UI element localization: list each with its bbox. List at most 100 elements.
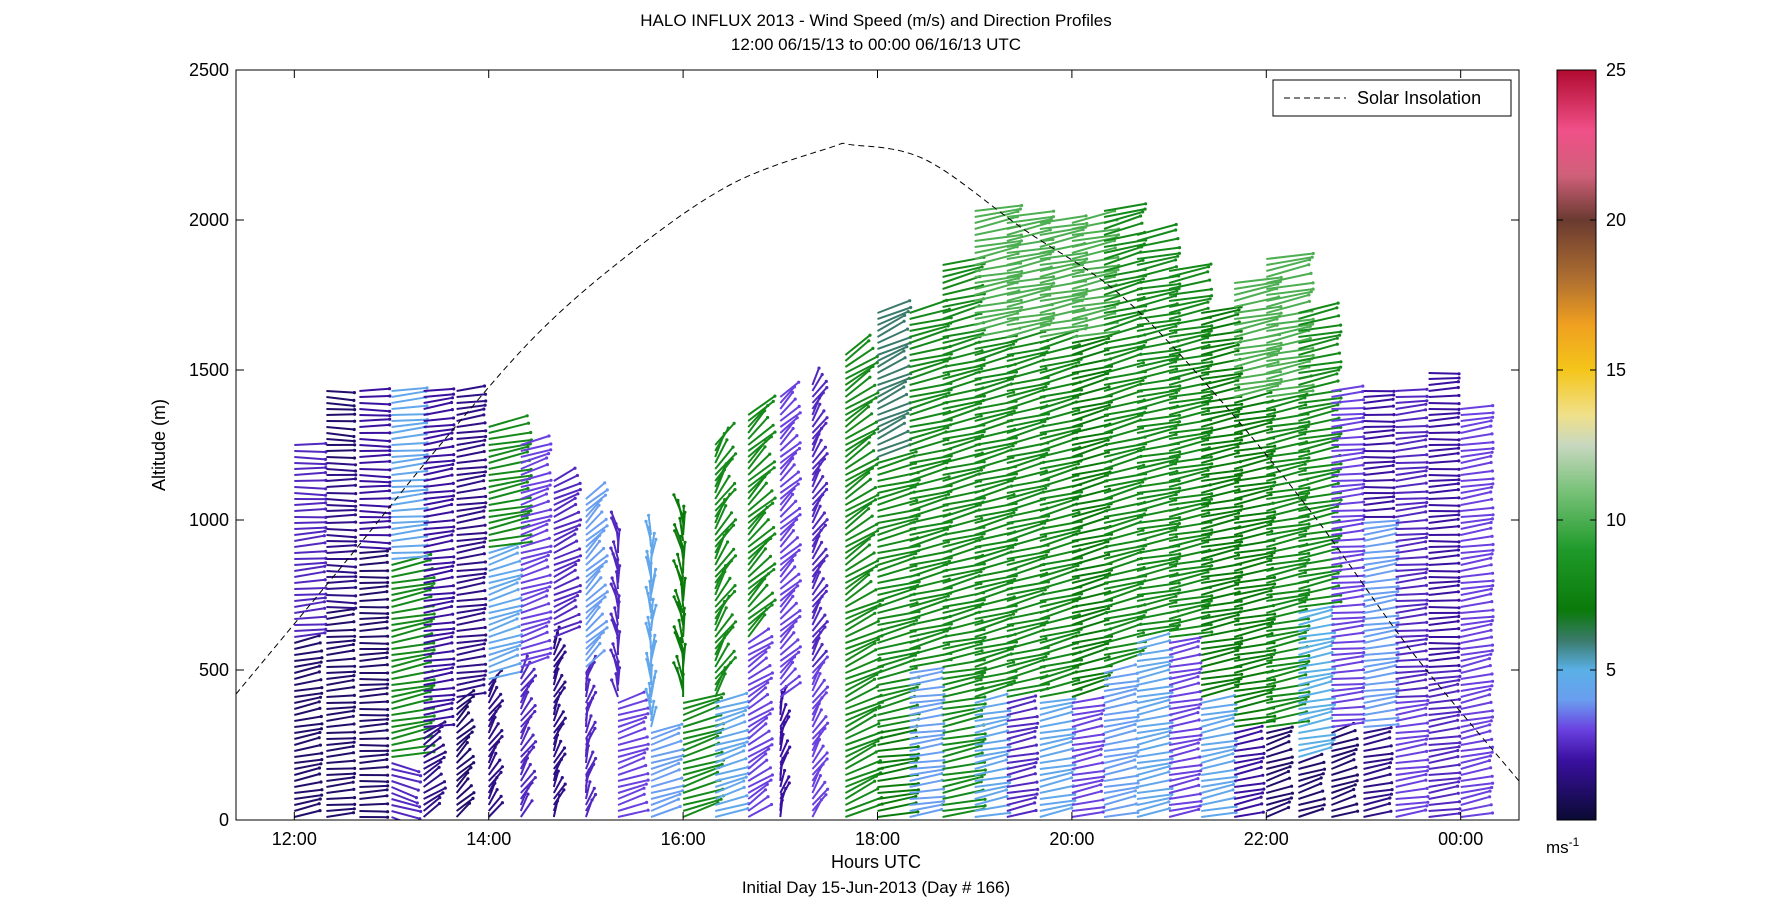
wind-arrow [423, 498, 453, 506]
wind-arrow [1071, 798, 1104, 806]
wind-arrow-head [798, 513, 802, 517]
wind-arrow [1168, 324, 1212, 332]
wind-arrow [1103, 243, 1145, 254]
wind-arrow-head [319, 660, 323, 664]
wind-arrow-head [388, 511, 392, 515]
wind-arrow-head [875, 457, 880, 461]
wind-arrow [747, 646, 770, 662]
wind-arrow [650, 665, 653, 686]
wind-arrow-head [941, 685, 946, 689]
wind-arrow [585, 691, 597, 710]
wind-arrow [1168, 602, 1210, 614]
wind-arrow [1201, 563, 1241, 572]
wind-arrow [682, 714, 722, 728]
wind-arrow [844, 673, 878, 692]
wind-arrow [1006, 809, 1037, 818]
wind-arrow [844, 538, 870, 560]
wind-arrow-head [1014, 370, 1019, 374]
wind-arrow [974, 558, 1014, 572]
wind-arrow [1136, 223, 1177, 236]
wind-arrow [294, 631, 326, 638]
wind-arrow [1298, 584, 1339, 596]
wind-arrow [1039, 428, 1080, 440]
wind-arrow-head [654, 567, 658, 572]
wind-arrow [391, 515, 428, 518]
wind-arrow [422, 761, 442, 776]
wind-arrow-head [682, 606, 686, 610]
wind-arrow [1168, 792, 1201, 800]
wind-arrow [1168, 777, 1199, 788]
wind-arrow-head [525, 450, 530, 454]
wind-arrow [520, 625, 548, 638]
wind-arrow [909, 670, 943, 680]
wind-arrow-head [1329, 679, 1333, 684]
wind-arrow-head [416, 825, 419, 828]
wind-arrow [1200, 349, 1239, 362]
wind-arrow [1136, 695, 1171, 704]
wind-arrow [779, 488, 795, 506]
wind-arrow-head [1106, 438, 1110, 442]
wind-arrow [359, 683, 388, 686]
wind-arrow [1136, 479, 1180, 488]
wind-arrow [747, 614, 766, 638]
wind-arrow [294, 678, 321, 686]
wind-arrow-head [763, 547, 768, 551]
wind-profile [644, 513, 685, 818]
wind-arrow [423, 787, 446, 800]
wind-arrow [1201, 677, 1242, 686]
wind-profile [359, 387, 392, 819]
wind-arrow-head [483, 662, 488, 666]
wind-arrow-head [1178, 450, 1182, 454]
wind-arrow [779, 471, 800, 488]
wind-arrow-head [603, 493, 608, 497]
wind-arrow [456, 531, 486, 536]
wind-arrow [909, 803, 943, 812]
wind-arrow [326, 432, 355, 438]
wind-arrow-head [873, 383, 877, 387]
wind-arrow [326, 396, 355, 402]
wind-arrow-head [498, 758, 502, 762]
wind-arrow-head [1077, 427, 1082, 431]
wind-arrow [456, 674, 486, 680]
wind-arrow [1201, 709, 1237, 716]
wind-arrow [487, 729, 503, 746]
wind-arrow [456, 689, 475, 704]
wind-arrow-head [902, 415, 906, 419]
wind-arrow-head [1199, 733, 1203, 737]
wind-arrow-head [1330, 650, 1334, 655]
wind-arrow [1168, 756, 1200, 764]
wind-arrow-head [1099, 753, 1103, 757]
wind-arrow-head [594, 690, 598, 695]
wind-arrow [811, 578, 825, 596]
wind-arrow [1103, 614, 1145, 626]
wind-arrow [617, 707, 649, 716]
wind-arrow [553, 605, 577, 620]
wind-arrow [1298, 403, 1339, 416]
wind-arrow-head [941, 733, 946, 737]
wind-arrow [974, 701, 1009, 710]
wind-arrow [391, 595, 432, 608]
wind-arrow [423, 721, 446, 734]
wind-arrow [1103, 715, 1139, 722]
wind-arrow [682, 771, 718, 788]
wind-arrow [1103, 774, 1138, 782]
wind-arrow [423, 393, 454, 398]
wind-arrow-head [1279, 341, 1283, 345]
wind-arrow-head [1167, 806, 1171, 811]
wind-arrow-head [979, 642, 983, 646]
wind-arrow-head [587, 678, 591, 682]
wind-arrow [747, 533, 776, 554]
wind-arrow [519, 727, 530, 746]
wind-arrow [650, 740, 682, 752]
wind-arrow-head [1236, 553, 1240, 557]
wind-profile [609, 510, 650, 818]
wind-arrow-head [822, 409, 826, 413]
wind-arrow [359, 802, 388, 806]
wind-arrow [1233, 324, 1278, 338]
wind-arrow [1168, 438, 1208, 452]
wind-arrow [359, 616, 388, 620]
wind-arrow-head [914, 764, 918, 768]
wind-arrow [423, 482, 454, 488]
wind-arrow-head [1311, 383, 1315, 387]
wind-arrow [456, 691, 486, 698]
